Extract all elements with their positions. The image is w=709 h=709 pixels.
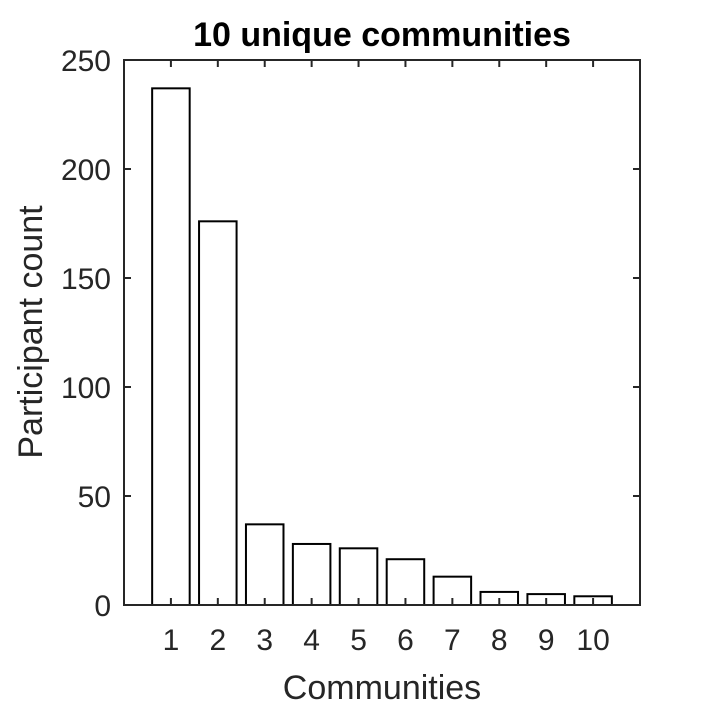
bar-2 [198, 220, 238, 606]
bar-4 [291, 542, 332, 607]
x-tick-label: 4 [303, 624, 320, 657]
x-tick-label: 1 [163, 624, 180, 657]
y-tick-label: 100 [61, 372, 111, 405]
y-tick-label: 150 [61, 263, 111, 296]
x-tick-label: 10 [576, 624, 609, 657]
y-axis-ticks: 0 50 100 150 200 250 [61, 45, 640, 623]
y-axis-label: Participant count [12, 205, 50, 459]
bars-group [151, 87, 613, 607]
x-tick-label: 5 [350, 624, 367, 657]
y-tick-label: 50 [78, 481, 111, 514]
chart-title: 10 unique communities [193, 16, 571, 54]
bar-5 [338, 547, 379, 607]
y-tick-label: 250 [61, 45, 111, 78]
x-tick-label: 3 [256, 624, 273, 657]
bar-3 [244, 523, 285, 607]
x-tick-label: 7 [444, 624, 461, 657]
x-tick-label: 8 [491, 624, 508, 657]
x-axis-label: Communities [283, 669, 481, 707]
x-tick-label: 6 [397, 624, 414, 657]
y-tick-label: 0 [94, 590, 111, 623]
x-tick-label: 2 [209, 624, 226, 657]
x-axis-ticks: 1 2 3 4 5 6 7 8 9 10 [163, 60, 610, 657]
bar-1 [151, 87, 191, 606]
plot-area-box [123, 59, 641, 606]
y-tick-label: 200 [61, 154, 111, 187]
x-tick-label: 9 [538, 624, 555, 657]
